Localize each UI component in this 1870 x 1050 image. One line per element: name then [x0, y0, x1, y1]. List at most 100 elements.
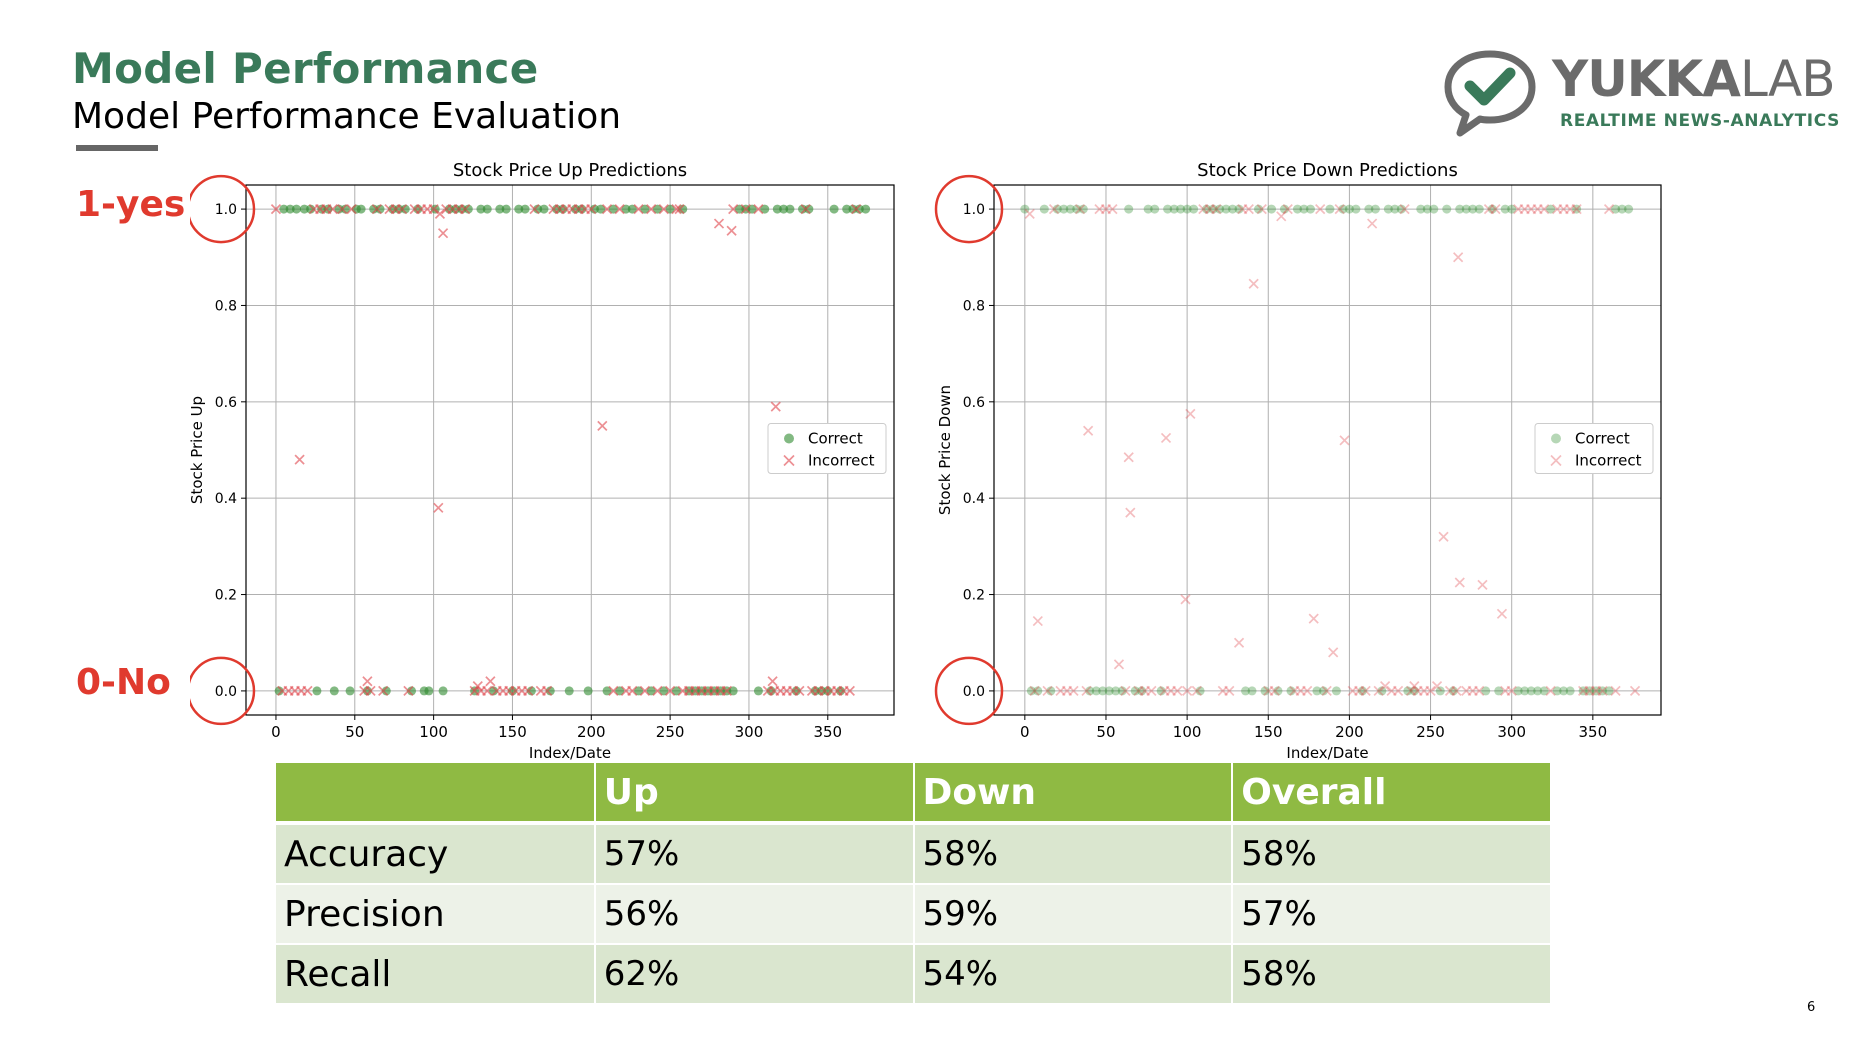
logo-name-bold: YUKKA — [1552, 50, 1741, 108]
data-point-correct — [854, 204, 864, 214]
data-point-correct — [1033, 686, 1043, 696]
data-point-incorrect — [1182, 685, 1193, 697]
data-point-incorrect — [1256, 203, 1267, 215]
data-point-correct — [1130, 686, 1140, 696]
data-point-incorrect — [523, 685, 534, 697]
data-point-incorrect — [1165, 685, 1176, 697]
data-point-incorrect — [1302, 685, 1313, 697]
data-point-incorrect — [1373, 685, 1384, 697]
data-point-incorrect — [1185, 408, 1196, 419]
data-point-incorrect — [437, 228, 449, 239]
data-point-correct — [362, 686, 372, 696]
data-point-incorrect — [1243, 203, 1254, 215]
data-point-correct — [571, 204, 581, 214]
data-point-correct — [1279, 204, 1289, 214]
x-tick-label: 200 — [1335, 723, 1364, 741]
y-tick-label: 0.8 — [215, 298, 237, 314]
logo-wordmark: YUKKALAB — [1552, 54, 1836, 104]
data-point-incorrect — [1315, 203, 1326, 215]
data-point-incorrect — [1328, 647, 1339, 658]
data-point-correct — [640, 204, 650, 214]
data-point-correct — [1195, 686, 1205, 696]
data-point-correct — [1403, 686, 1413, 696]
data-point-correct — [299, 204, 309, 214]
data-point-correct — [1546, 204, 1556, 214]
data-point-incorrect — [1506, 685, 1517, 697]
x-axis-label: Index/Date — [529, 744, 611, 760]
data-point-incorrect — [627, 685, 638, 697]
data-point-correct — [334, 204, 344, 214]
data-point-correct — [545, 686, 555, 696]
axes-frame — [245, 184, 895, 716]
data-point-correct — [558, 204, 568, 214]
data-point-incorrect — [1308, 613, 1319, 624]
data-point-incorrect — [1074, 203, 1086, 215]
data-point-incorrect — [337, 203, 348, 215]
data-point-correct — [564, 686, 574, 696]
data-point-correct — [1137, 686, 1147, 696]
data-point-incorrect — [740, 203, 751, 215]
data-point-correct — [312, 686, 322, 696]
data-point-incorrect — [1068, 685, 1079, 697]
cell-up: 57% — [594, 823, 915, 885]
data-point-correct — [734, 204, 744, 214]
highlight-circle-yes — [190, 174, 256, 244]
data-point-correct — [589, 204, 599, 214]
data-point-correct — [1228, 204, 1238, 214]
data-point-correct — [1331, 686, 1341, 696]
y-tick-label: 0.2 — [963, 588, 985, 604]
cell-overall: 58% — [1232, 944, 1552, 1005]
data-point-incorrect — [365, 685, 376, 697]
x-tick-label: 300 — [1497, 723, 1526, 741]
data-point-correct — [1111, 686, 1121, 696]
data-point-correct — [646, 686, 656, 696]
data-point-incorrect — [753, 203, 764, 215]
data-point-correct — [1091, 686, 1101, 696]
data-point-correct — [1390, 204, 1400, 214]
data-point-correct — [728, 686, 738, 696]
data-point-incorrect — [529, 203, 540, 215]
data-point-incorrect — [1120, 685, 1131, 697]
data-point-correct — [634, 686, 644, 696]
data-point-correct — [583, 686, 593, 696]
data-point-correct — [1124, 204, 1134, 214]
data-point-correct — [659, 686, 669, 696]
data-point-correct — [1617, 204, 1627, 214]
data-point-incorrect — [1083, 425, 1094, 436]
data-point-correct — [514, 204, 524, 214]
data-point-correct — [457, 204, 467, 214]
data-point-incorrect — [767, 676, 778, 687]
data-point-incorrect — [1454, 577, 1465, 588]
data-point-correct — [1565, 686, 1575, 696]
logo-tagline: REALTIME NEWS-ANALYTICS — [1560, 111, 1840, 131]
data-point-incorrect — [1055, 685, 1066, 697]
data-point-incorrect — [1438, 531, 1449, 542]
yukkalab-logo: YUKKALAB REALTIME NEWS-ANALYTICS — [1442, 48, 1842, 138]
data-point-incorrect — [586, 203, 597, 215]
y-tick-label: 0.6 — [215, 395, 237, 411]
x-tick-label: 200 — [577, 723, 606, 741]
cell-overall: 58% — [1232, 823, 1552, 885]
data-point-correct — [1494, 686, 1504, 696]
data-point-correct — [1604, 686, 1614, 696]
y-tick-label: 0.4 — [963, 491, 985, 507]
data-point-correct — [1539, 686, 1549, 696]
data-point-correct — [291, 204, 301, 214]
data-point-correct — [1513, 686, 1523, 696]
data-point-incorrect — [346, 203, 357, 215]
data-point-incorrect — [378, 685, 389, 697]
highlight-circle-yes — [934, 174, 1004, 244]
data-point-correct — [1286, 686, 1296, 696]
data-point-incorrect — [1571, 203, 1582, 215]
x-tick-label: 50 — [1096, 723, 1115, 741]
data-point-incorrect — [1552, 203, 1563, 215]
data-point-correct — [507, 686, 517, 696]
data-point-incorrect — [1532, 203, 1543, 215]
data-point-incorrect — [434, 208, 446, 220]
data-point-correct — [1533, 686, 1543, 696]
legend-label-correct: Correct — [1575, 430, 1630, 448]
data-point-incorrect — [770, 401, 781, 412]
chart-title: Stock Price Up Predictions — [453, 160, 687, 181]
data-point-correct — [451, 204, 461, 214]
data-point-correct — [816, 686, 826, 696]
